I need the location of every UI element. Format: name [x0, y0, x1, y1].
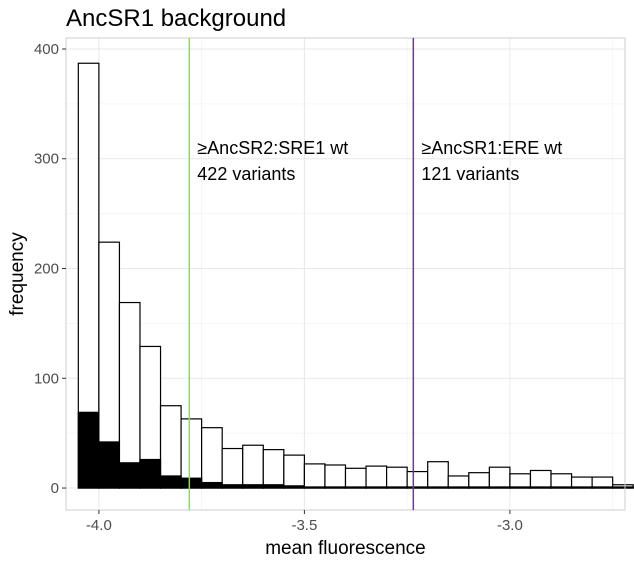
histogram-bar-all — [468, 472, 490, 489]
histogram-bar-subset — [612, 486, 634, 489]
histogram-bar-all — [221, 447, 244, 489]
y-tick-label: 100 — [34, 370, 59, 387]
histogram-bar-subset — [118, 462, 141, 489]
histogram-bar-subset — [344, 486, 367, 489]
histogram-bar-all — [529, 469, 552, 489]
reference-line-label: ≥AncSR1:ERE wt — [421, 138, 562, 158]
histogram-bar-all — [324, 464, 347, 489]
reference-line-count: 121 variants — [421, 164, 519, 184]
histogram-bar-subset — [447, 486, 470, 489]
histogram-bar-subset — [221, 484, 244, 489]
x-tick-label: -3.0 — [497, 517, 523, 534]
histogram-bar-subset — [262, 484, 285, 489]
histogram-bar-all — [344, 467, 367, 489]
histogram-bar-all — [427, 461, 449, 489]
y-tick-label: 400 — [34, 41, 59, 58]
histogram-bar-all — [303, 463, 326, 489]
histogram-bar-subset — [303, 486, 326, 489]
histogram-bars — [77, 62, 634, 489]
histogram-bar-subset — [406, 486, 429, 489]
histogram-bar-subset — [570, 486, 593, 489]
y-tick-label: 0 — [51, 480, 59, 497]
histogram-bar-all — [262, 449, 285, 489]
histogram-bar-subset — [529, 486, 552, 489]
y-tick-label: 200 — [34, 261, 59, 278]
histogram-bar-all — [488, 466, 511, 489]
histogram-bar-subset — [283, 485, 305, 489]
histogram-bar-all — [283, 454, 305, 489]
histogram-bar-all — [118, 301, 141, 489]
histogram-bar-subset — [427, 486, 449, 489]
histogram-bar-all — [386, 466, 408, 489]
histogram-bar-subset — [468, 486, 490, 489]
histogram-bar-all — [406, 470, 429, 489]
histogram-bar-subset — [386, 486, 408, 489]
reference-line-count: 422 variants — [197, 164, 295, 184]
histogram-bar-all — [509, 473, 532, 489]
x-tick-label: -3.5 — [291, 517, 317, 534]
histogram-bar-subset — [488, 486, 511, 489]
reference-line-label: ≥AncSR2:SRE1 wt — [197, 138, 348, 158]
histogram-bar-subset — [365, 486, 388, 489]
histogram-bar-subset — [77, 411, 100, 489]
histogram-bar-all — [447, 475, 470, 489]
x-tick-label: -4.0 — [86, 517, 112, 534]
panel-border — [65, 37, 626, 511]
histogram-bar-subset — [509, 486, 532, 489]
histogram-bar-subset — [159, 475, 182, 489]
histogram-bar-subset — [139, 458, 162, 489]
histogram-bar-all — [365, 465, 388, 489]
histogram-bar-subset — [550, 486, 573, 489]
histogram-bar-subset — [201, 481, 223, 489]
histogram-bar-subset — [591, 486, 614, 489]
histogram-bar-subset — [242, 484, 264, 489]
y-tick-label: 300 — [34, 151, 59, 168]
y-axis-title: frequency — [7, 232, 28, 316]
histogram-bar-all — [550, 473, 573, 489]
histogram-bar-subset — [324, 486, 347, 489]
histogram-bar-subset — [180, 477, 203, 489]
x-axis-title: mean fluorescence — [265, 538, 426, 559]
histogram-bar-subset — [98, 441, 121, 489]
histogram-bar-all — [242, 444, 264, 489]
histogram-bar-all — [201, 427, 223, 489]
chart-title: AncSR1 background — [66, 5, 286, 32]
